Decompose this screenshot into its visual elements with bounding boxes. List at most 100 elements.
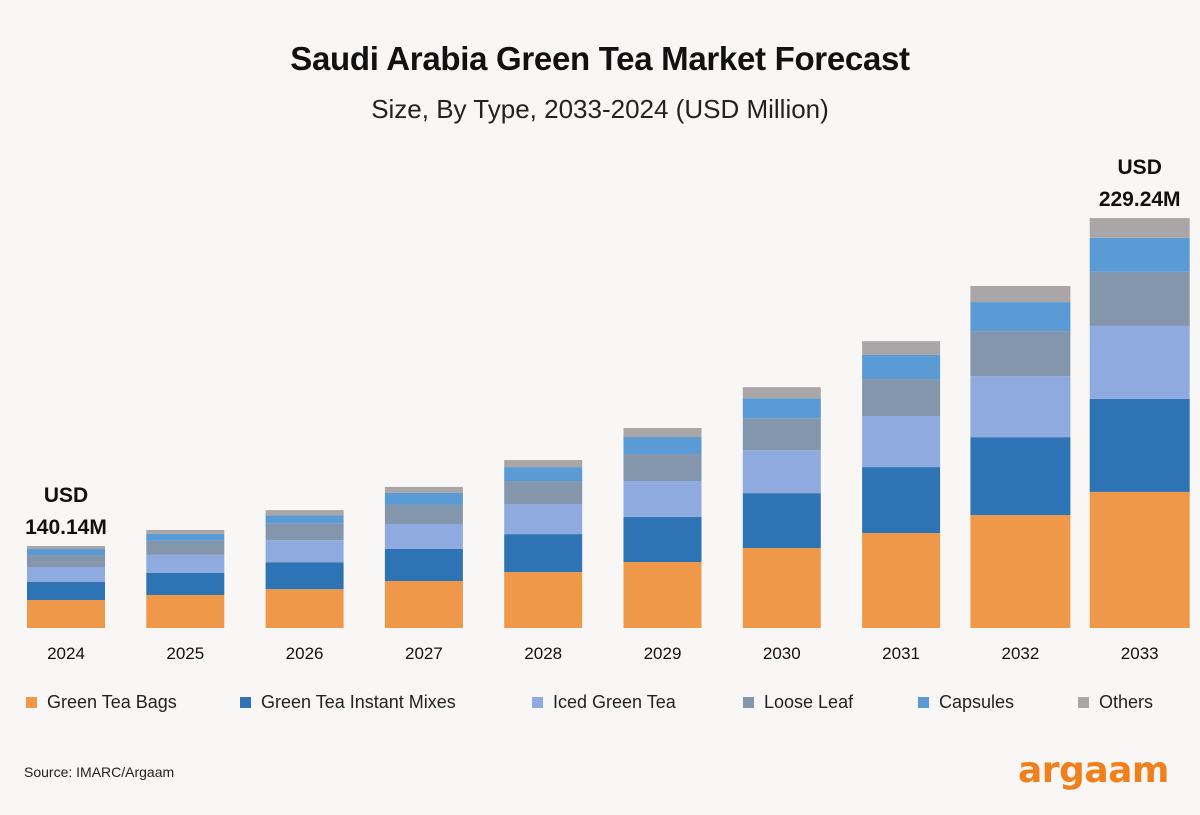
bar-segment-loose-leaf-2029 <box>623 454 702 482</box>
bar-segment-others-2024 <box>27 546 105 550</box>
bar-2031 <box>862 341 941 628</box>
bar-2029 <box>623 428 702 628</box>
x-tick-label: 2028 <box>524 644 562 663</box>
legend-label: Green Tea Bags <box>47 692 177 712</box>
legend-swatch-icon <box>532 697 543 708</box>
legend-item-others: Others <box>1078 692 1153 713</box>
bar-segment-capsules-2028 <box>504 467 583 482</box>
x-tick-label: 2025 <box>166 644 204 663</box>
legend-swatch-icon <box>918 697 929 708</box>
bar-segment-iced-green-tea-2032 <box>970 376 1071 438</box>
legend-label: Loose Leaf <box>764 692 854 712</box>
bar-segment-capsules-2027 <box>384 492 463 505</box>
bar-segment-capsules-2025 <box>146 533 225 541</box>
bar-segment-green-tea-bags-2025 <box>146 594 225 628</box>
bar-segment-loose-leaf-2028 <box>504 481 583 505</box>
legend-swatch-icon <box>240 697 251 708</box>
legend: Green Tea Bags Green Tea Instant Mixes Ice… <box>0 692 1200 718</box>
chart-subtitle: Size, By Type, 2033-2024 (USD Million) <box>371 94 829 124</box>
legend-swatch-icon <box>743 697 754 708</box>
bar-segment-green-tea-instant-mixes-2032 <box>970 437 1071 516</box>
bar-segment-capsules-2026 <box>265 515 344 524</box>
bar-2024 <box>27 546 105 628</box>
bar-2026 <box>265 510 344 628</box>
bar-segment-loose-leaf-2033 <box>1089 271 1190 326</box>
x-tick-label: 2031 <box>882 644 920 663</box>
legend-label: Green Tea Instant Mixes <box>261 692 456 712</box>
bar-segment-loose-leaf-2024 <box>27 555 105 567</box>
bar-segment-green-tea-instant-mixes-2026 <box>265 562 344 590</box>
argaam-logo: argaam <box>1018 750 1169 791</box>
bar-segment-iced-green-tea-2028 <box>504 504 583 535</box>
total-annotation-2033: USD <box>1118 156 1162 179</box>
x-tick-label: 2027 <box>405 644 443 663</box>
legend-item-green-tea-instant-mixes: Green Tea Instant Mixes <box>240 692 456 713</box>
bar-segment-others-2032 <box>970 285 1071 303</box>
legend-label: Others <box>1099 692 1154 712</box>
bar-segment-loose-leaf-2027 <box>384 504 463 525</box>
bar-segment-capsules-2029 <box>623 437 702 455</box>
legend-label: Iced Green Tea <box>553 692 676 712</box>
bar-segment-capsules-2033 <box>1089 237 1190 272</box>
bar-segment-green-tea-bags-2026 <box>265 589 344 628</box>
bar-segment-green-tea-instant-mixes-2025 <box>146 572 225 595</box>
bar-2032 <box>970 285 1071 628</box>
total-annotation-2024: USD <box>44 484 88 507</box>
legend-label: Capsules <box>939 692 1015 712</box>
bar-segment-iced-green-tea-2030 <box>742 450 821 494</box>
legend-item-loose-leaf: Loose Leaf <box>743 692 853 713</box>
bar-segment-iced-green-tea-2024 <box>27 566 105 583</box>
bar-segment-green-tea-instant-mixes-2029 <box>623 517 702 563</box>
bar-segment-capsules-2032 <box>970 302 1071 332</box>
bar-segment-iced-green-tea-2026 <box>265 540 344 563</box>
bar-segment-capsules-2031 <box>862 354 941 380</box>
legend-item-green-tea-bags: Green Tea Bags <box>26 692 177 713</box>
legend-item-capsules: Capsules <box>918 692 1014 713</box>
bar-segment-others-2031 <box>862 341 941 355</box>
bar-segment-green-tea-instant-mixes-2031 <box>862 467 941 534</box>
bar-segment-green-tea-instant-mixes-2030 <box>742 493 821 549</box>
legend-item-iced-green-tea: Iced Green Tea <box>532 692 676 713</box>
bar-segment-green-tea-instant-mixes-2033 <box>1089 398 1190 492</box>
x-tick-label: 2032 <box>1001 644 1039 663</box>
bar-segment-capsules-2024 <box>27 549 105 556</box>
bar-segment-green-tea-instant-mixes-2028 <box>504 534 583 573</box>
bar-2030 <box>742 387 821 628</box>
bar-segment-iced-green-tea-2033 <box>1089 325 1190 399</box>
bar-segment-others-2026 <box>265 510 344 516</box>
bar-segment-green-tea-bags-2032 <box>970 515 1071 628</box>
x-tick-label: 2029 <box>644 644 682 663</box>
source-note: Source: IMARC/Argaam <box>24 764 175 780</box>
x-tick-label: 2024 <box>47 644 85 663</box>
bar-segment-others-2027 <box>384 486 463 493</box>
bar-segment-others-2030 <box>742 387 821 399</box>
bar-2025 <box>146 529 225 628</box>
bar-2027 <box>384 486 463 628</box>
bar-segment-others-2033 <box>1089 218 1190 238</box>
chart-title: Saudi Arabia Green Tea Market Forecast <box>290 40 910 77</box>
x-tick-label: 2026 <box>286 644 324 663</box>
total-annotation-2033: 229.24M <box>1099 188 1181 211</box>
x-tick-label: 2030 <box>763 644 801 663</box>
legend-swatch-icon <box>1078 697 1089 708</box>
bar-segment-green-tea-bags-2030 <box>742 548 821 628</box>
bar-segment-green-tea-bags-2027 <box>384 581 463 628</box>
legend-swatch-icon <box>26 697 37 708</box>
bar-segment-green-tea-bags-2033 <box>1089 491 1190 628</box>
bar-segment-green-tea-bags-2028 <box>504 572 583 628</box>
bar-segment-green-tea-bags-2031 <box>862 533 941 628</box>
bar-segment-iced-green-tea-2025 <box>146 554 225 573</box>
bar-segment-green-tea-bags-2029 <box>623 562 702 628</box>
bar-segment-loose-leaf-2025 <box>146 540 225 555</box>
bar-segment-others-2025 <box>146 529 225 534</box>
x-tick-label: 2033 <box>1121 644 1159 663</box>
bar-segment-iced-green-tea-2031 <box>862 416 941 468</box>
stacked-bar-chart: 2024 USD 140.14M 2025 2026 2027 2028 2029 2030 20… <box>25 156 1190 663</box>
bar-segment-loose-leaf-2026 <box>265 523 344 541</box>
bar-2033 <box>1089 218 1190 628</box>
bar-segment-loose-leaf-2031 <box>862 379 941 417</box>
bar-segment-loose-leaf-2030 <box>742 418 821 451</box>
bar-2028 <box>504 460 583 628</box>
bar-segment-iced-green-tea-2027 <box>384 524 463 549</box>
bar-segment-capsules-2030 <box>742 398 821 419</box>
